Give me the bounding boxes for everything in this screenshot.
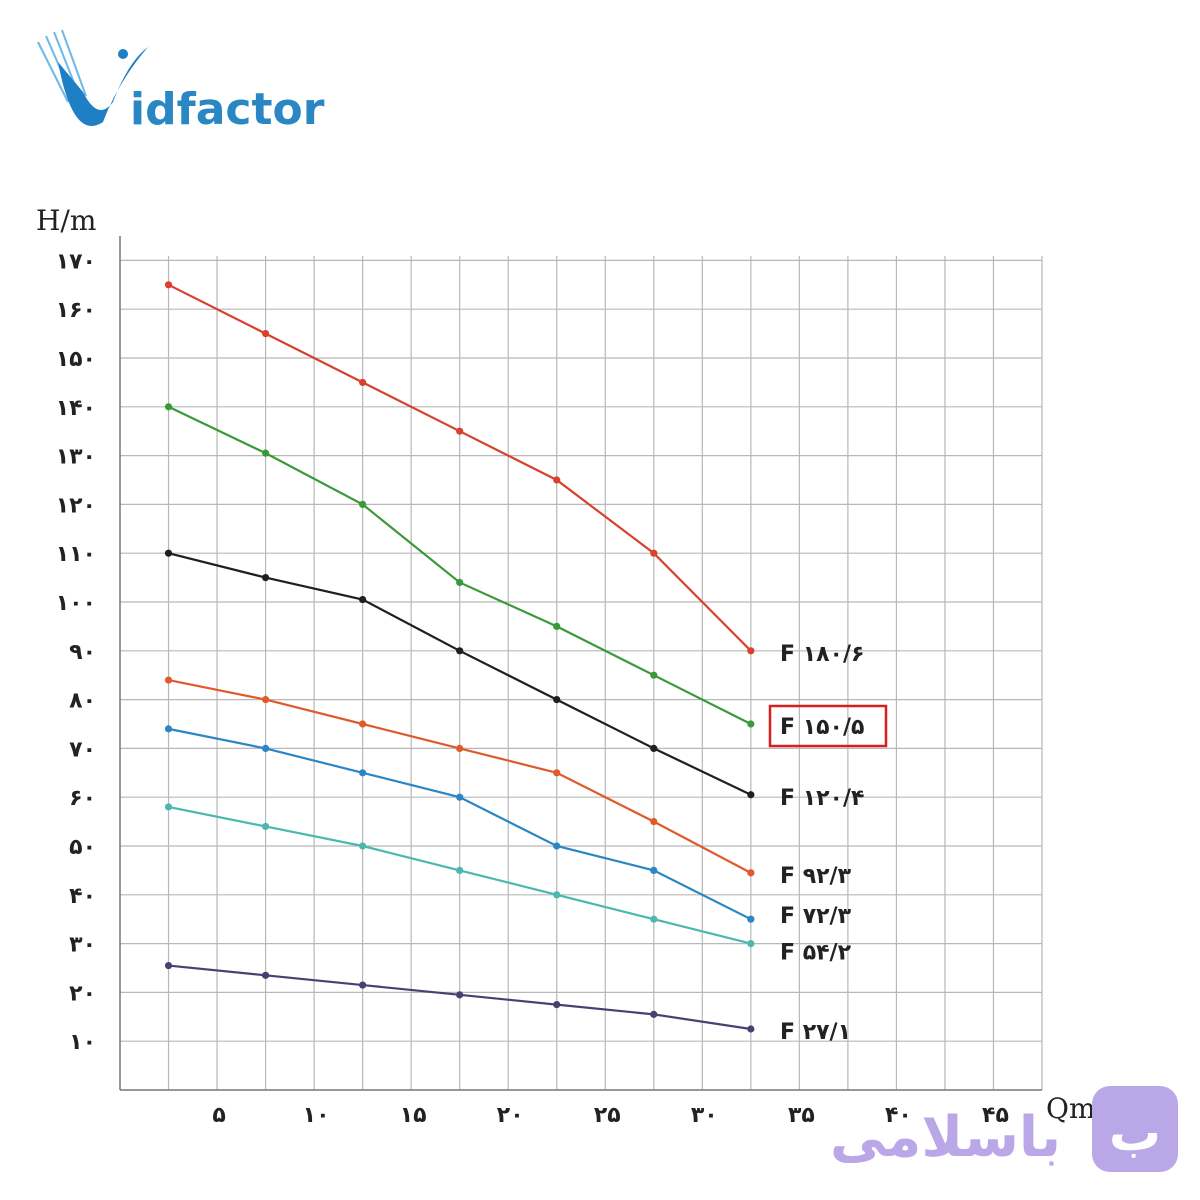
y-tick-label: ۱۲۰ xyxy=(56,493,96,518)
series-label: F ۵۴/۲ xyxy=(780,941,852,966)
data-point xyxy=(553,696,561,704)
series-label: F ۱۸۰/۶ xyxy=(780,642,864,667)
data-point xyxy=(164,676,173,684)
data-point xyxy=(747,940,755,948)
series-labels: F ۱۸۰/۶ F ۱۵۰/۵ F ۱۲۰/۴ F ۹۲/۳ F ۷۲/۳ F ۵۴/۲ F… xyxy=(768,642,888,1045)
y-tick-label: ۵۰ xyxy=(69,835,96,860)
vidfactor-logo: idfactor xyxy=(37,29,325,135)
y-axis-title: H/m xyxy=(36,204,96,237)
series-label: F ۹۲/۳ xyxy=(780,864,852,889)
chart-grid xyxy=(120,256,1043,1090)
data-point xyxy=(261,574,270,582)
data-point xyxy=(164,961,173,970)
data-point xyxy=(261,744,270,753)
data-point xyxy=(553,842,561,850)
x-tick-label: ۵ xyxy=(212,1103,225,1128)
x-tick-label: ۱۰ xyxy=(303,1103,330,1128)
data-point xyxy=(164,403,173,411)
data-point xyxy=(650,915,658,923)
watermark-badge xyxy=(1092,1086,1178,1172)
data-point xyxy=(261,696,270,704)
series-lines xyxy=(164,281,755,1033)
data-point xyxy=(456,793,464,801)
x-tick-label: ۳۰ xyxy=(691,1103,718,1128)
x-tick-label: ۱۵ xyxy=(400,1103,427,1128)
data-point xyxy=(747,791,755,799)
data-point xyxy=(650,671,658,679)
data-point xyxy=(164,725,173,733)
y-tick-label: ۱۳۰ xyxy=(56,445,96,470)
data-point xyxy=(747,915,755,923)
highlight-box xyxy=(768,704,888,748)
data-point xyxy=(553,769,561,777)
x-tick-label: ۳۵ xyxy=(788,1103,815,1128)
logo-wordmark: idfactor xyxy=(130,84,325,135)
data-point xyxy=(650,549,658,557)
series-label: F ۱۵۰/۵ xyxy=(780,715,864,740)
data-point xyxy=(261,971,270,979)
data-point xyxy=(359,500,367,508)
data-point xyxy=(261,822,270,831)
data-point xyxy=(553,622,561,631)
data-point xyxy=(359,378,367,386)
data-point xyxy=(261,449,270,457)
data-point xyxy=(456,427,464,435)
x-tick-label: ۲۰ xyxy=(497,1103,524,1128)
y-tick-label: ۳۰ xyxy=(69,933,96,958)
data-point xyxy=(456,578,464,587)
series-label: F ۷۲/۳ xyxy=(780,904,852,929)
data-point xyxy=(553,1001,561,1009)
data-point xyxy=(164,549,173,557)
data-point xyxy=(359,720,367,728)
data-point xyxy=(553,891,561,899)
y-tick-label: ۱۵۰ xyxy=(56,347,96,372)
data-point xyxy=(650,866,658,875)
watermark: باسلامی ب xyxy=(820,1080,1180,1180)
x-tick-label: ۲۵ xyxy=(594,1103,621,1128)
data-point xyxy=(650,818,658,826)
logo-feather-icon xyxy=(37,29,148,126)
y-tick-label: ۲۰ xyxy=(69,981,96,1006)
watermark-badge-letter: ب xyxy=(1109,1103,1161,1163)
data-point xyxy=(747,647,755,655)
y-tick-label: ۴۰ xyxy=(69,884,96,909)
data-point xyxy=(359,981,367,989)
chart-axes xyxy=(119,236,1042,1091)
y-tick-label: ۱۴۰ xyxy=(56,396,96,421)
data-point xyxy=(456,647,464,655)
data-point xyxy=(747,1025,755,1033)
y-tick-label: ۶۰ xyxy=(69,786,96,811)
data-point xyxy=(456,744,464,753)
data-point xyxy=(359,595,367,604)
y-tick-label: ۱۶۰ xyxy=(56,298,96,323)
data-point xyxy=(650,1010,658,1018)
y-tick-label: ۸۰ xyxy=(69,689,96,714)
y-tick-label: ۷۰ xyxy=(69,737,96,762)
x-tick-label: ۴۵ xyxy=(982,1103,1009,1128)
watermark-text: باسلامی xyxy=(830,1105,1061,1170)
y-tick-label: ۹۰ xyxy=(69,640,96,665)
y-tick-label: ۱۰ xyxy=(69,1030,96,1055)
y-tick-label: ۱۱۰ xyxy=(56,542,96,567)
x-tick-label: ۴۰ xyxy=(885,1103,912,1128)
data-point xyxy=(747,720,755,728)
data-point xyxy=(359,769,367,777)
data-point xyxy=(456,866,464,875)
data-point xyxy=(747,869,755,877)
data-point xyxy=(164,281,173,289)
data-point xyxy=(164,803,173,811)
x-tick-labels: ۵ ۱۰ ۱۵ ۲۰ ۲۵ ۳۰ ۳۵ ۴۰ ۴۵ xyxy=(212,1103,1009,1128)
data-point xyxy=(553,476,561,484)
y-tick-label: ۱۷۰ xyxy=(56,249,96,274)
y-tick-labels: ۱۰ ۲۰ ۳۰ ۴۰ ۵۰ ۶۰ ۷۰ ۸۰ ۹۰ ۱۰۰ ۱۱۰ ۱۲۰ ۱۳۰ ۱۴۰ ۱۵۰ ۱۶۰ ۱… xyxy=(56,249,96,1055)
data-point xyxy=(650,744,658,753)
data-point xyxy=(261,330,270,338)
y-tick-label: ۱۰۰ xyxy=(56,591,96,616)
series-label: F ۲۷/۱ xyxy=(780,1020,851,1045)
data-point xyxy=(456,991,464,999)
data-point xyxy=(359,842,367,850)
series-label: F ۱۲۰/۴ xyxy=(780,786,864,811)
